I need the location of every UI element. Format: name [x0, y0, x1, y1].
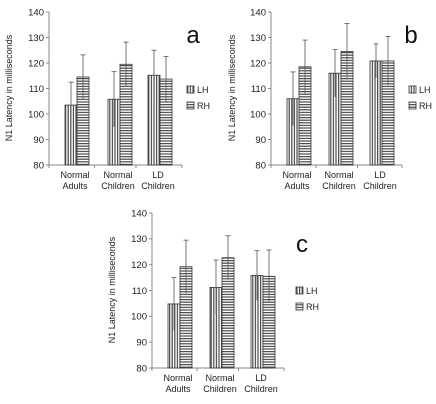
y-tick-label: 140	[28, 7, 44, 18]
y-tick-label: 110	[29, 84, 44, 95]
legend: LH RH	[408, 85, 432, 111]
x-category-label: Normal	[324, 170, 353, 180]
legend-swatch-lh	[295, 286, 304, 295]
chart-panel-a: 8090100110120130140NormalAdultsNormalChi…	[4, 7, 210, 191]
chart-panel-b: 8090100110120130140NormalAdultsNormalChi…	[227, 7, 432, 191]
y-tick-label: 110	[251, 84, 266, 95]
y-tick-label: 80	[33, 160, 44, 171]
x-category-label: Children	[203, 384, 237, 394]
y-tick-label: 140	[250, 7, 266, 18]
chart-panel-c: 8090100110120130140NormalAdultsNormalChi…	[107, 208, 319, 394]
x-category-label: LD	[152, 170, 164, 180]
y-tick-label: 110	[132, 286, 147, 297]
legend: LH RH	[295, 286, 319, 312]
x-category-label: Children	[101, 181, 135, 191]
y-tick-label: 140	[131, 208, 147, 219]
legend-swatch-lh	[408, 85, 417, 94]
panel-letter: c	[296, 231, 308, 258]
legend-swatch-rh	[408, 101, 417, 110]
panel-letter: b	[404, 22, 417, 49]
x-category-label: Normal	[205, 373, 234, 383]
y-tick-label: 130	[28, 33, 44, 44]
y-tick-label: 90	[255, 135, 266, 146]
x-category-label: Adults	[62, 181, 88, 191]
legend-label-lh: LH	[419, 85, 431, 95]
y-tick-label: 90	[136, 338, 147, 349]
x-category-label: Children	[141, 181, 175, 191]
y-tick-label: 100	[250, 109, 266, 120]
y-tick-label: 100	[28, 109, 44, 120]
legend-label-lh: LH	[197, 85, 209, 95]
x-category-label: Children	[363, 181, 397, 191]
legend-label-rh: RH	[197, 101, 210, 111]
legend-swatch-rh	[295, 302, 304, 311]
x-category-label: Children	[244, 384, 278, 394]
x-category-label: Children	[322, 181, 356, 191]
legend-swatch-lh	[186, 85, 195, 94]
x-category-label: Adults	[165, 384, 191, 394]
y-tick-label: 80	[255, 160, 266, 171]
y-tick-label: 90	[33, 135, 44, 146]
y-tick-label: 130	[250, 33, 266, 44]
y-tick-label: 80	[136, 363, 147, 374]
y-tick-label: 130	[131, 234, 147, 245]
y-axis-label: N1 Latency in milliseconds	[107, 236, 117, 343]
x-category-label: LD	[255, 373, 267, 383]
panel-letter: a	[186, 22, 200, 49]
legend-label-rh: RH	[419, 101, 432, 111]
y-axis-label: N1 Latency in milliseconds	[4, 34, 14, 141]
y-tick-label: 120	[250, 58, 266, 69]
y-tick-label: 120	[28, 58, 44, 69]
legend-swatch-rh	[186, 101, 195, 110]
x-category-label: Normal	[103, 170, 132, 180]
x-category-label: LD	[374, 170, 386, 180]
legend-label-rh: RH	[306, 302, 319, 312]
y-tick-label: 120	[131, 260, 147, 271]
legend: LH RH	[186, 85, 210, 111]
y-axis-label: N1 Latency in milliseconds	[227, 34, 237, 141]
x-category-label: Normal	[60, 170, 89, 180]
x-category-label: Normal	[163, 373, 192, 383]
y-tick-label: 100	[131, 312, 147, 323]
x-category-label: Adults	[284, 181, 310, 191]
x-category-label: Normal	[282, 170, 311, 180]
legend-label-lh: LH	[306, 286, 318, 296]
